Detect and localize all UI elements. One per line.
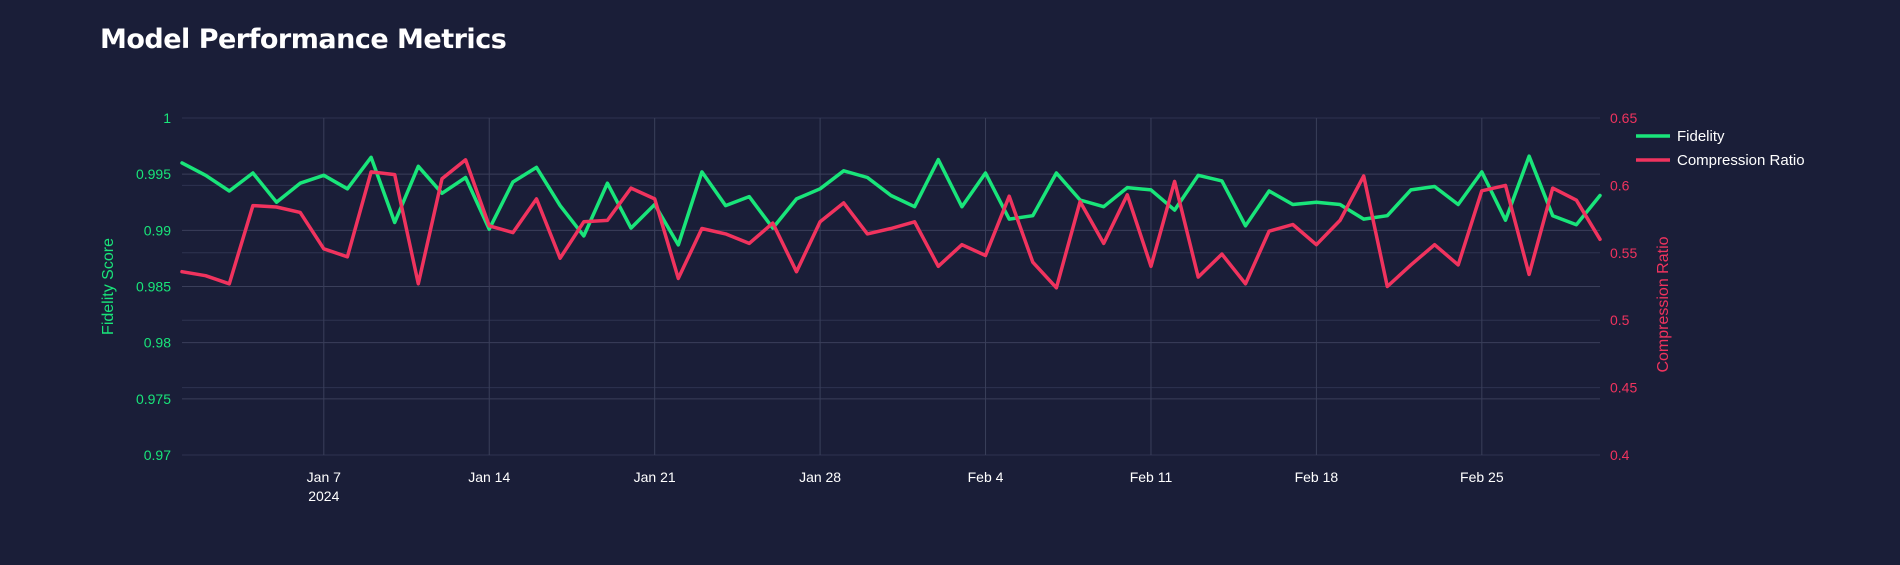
axis-ticks: 0.97 0.975 0.98 0.985 0.99 0.995 1 0.4 0.45 0.5 0.… xyxy=(136,110,1638,504)
y-left-tick-label: 0.97 xyxy=(144,447,171,463)
legend-item-fidelity[interactable]: Fidelity xyxy=(1636,128,1725,145)
y-right-tick-label: 0.55 xyxy=(1610,245,1637,261)
gridlines xyxy=(182,117,1600,456)
legend-item-compression-ratio[interactable]: Compression Ratio xyxy=(1636,152,1805,169)
x-tick-label: Feb 18 xyxy=(1295,469,1339,485)
y-right-tick-label: 0.65 xyxy=(1610,110,1637,126)
y-left-tick-label: 0.99 xyxy=(144,222,171,238)
x-tick-label: Jan 28 xyxy=(799,469,841,485)
y-left-tick-label: 1 xyxy=(163,110,171,126)
x-tick-label: Jan 21 xyxy=(634,469,676,485)
x-tick-label: Jan 14 xyxy=(468,469,510,485)
y-left-tick-label: 0.975 xyxy=(136,391,171,407)
y-right-tick-label: 0.45 xyxy=(1610,380,1637,396)
series-line-fidelity xyxy=(180,154,1602,247)
x-year-label: 2024 xyxy=(308,488,339,504)
y-left-tick-label: 0.98 xyxy=(144,335,171,351)
y-right-tick-label: 0.6 xyxy=(1610,177,1630,193)
y-axis-right-title: Compression Ratio xyxy=(1655,236,1672,372)
x-tick-label: Feb 25 xyxy=(1460,469,1504,485)
y-left-tick-label: 0.985 xyxy=(136,279,171,295)
y-right-tick-label: 0.5 xyxy=(1610,312,1630,328)
y-left-tick-label: 0.995 xyxy=(136,166,171,182)
series-lines xyxy=(180,154,1602,290)
y-right-tick-label: 0.4 xyxy=(1610,447,1630,463)
y-axis-left-title: Fidelity Score xyxy=(100,238,117,335)
x-tick-label: Jan 7 xyxy=(307,469,341,485)
x-tick-label: Feb 4 xyxy=(968,469,1004,485)
legend[interactable]: Fidelity Compression Ratio xyxy=(1636,128,1805,169)
x-tick-label: Feb 11 xyxy=(1130,469,1173,485)
legend-label: Compression Ratio xyxy=(1677,152,1805,169)
legend-label: Fidelity xyxy=(1677,128,1725,145)
chart-title: Model Performance Metrics xyxy=(100,24,507,55)
series-line-compression-ratio xyxy=(180,158,1602,290)
